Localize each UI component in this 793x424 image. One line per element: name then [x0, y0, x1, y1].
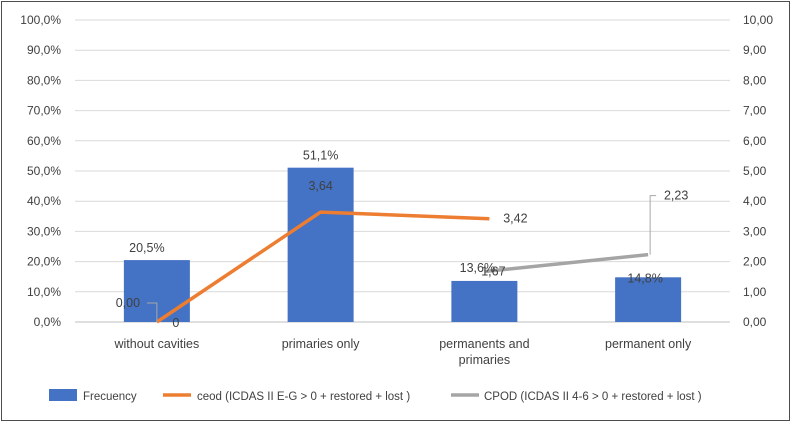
bar-value-label: 13,6% — [460, 261, 495, 275]
bar-series — [123, 167, 682, 322]
category-axis-labels: without cavities primaries only permanents… — [113, 337, 691, 367]
right-tick-label: 9,00 — [743, 43, 767, 57]
left-tick-label: 0,0% — [34, 315, 62, 329]
ceod-line — [155, 210, 490, 324]
cpod-line — [484, 252, 649, 274]
data-labels: 20,5% 51,1% 13,6% 14,8% 0 3,64 3,42 0,00 1,67 2,2… — [116, 149, 689, 330]
left-axis-ticks: 0,0% 10,0% 20,0% 30,0% 40,0% 50,0% 60,0% 70,0% 8… — [20, 13, 61, 329]
bar-value-label: 14,8% — [627, 271, 662, 285]
bar — [287, 167, 354, 322]
line-value-label: 0,00 — [116, 296, 140, 310]
line-value-label: 2,23 — [664, 189, 688, 203]
right-tick-label: 2,00 — [743, 255, 767, 269]
right-tick-label: 5,00 — [743, 164, 767, 178]
right-tick-label: 3,00 — [743, 224, 767, 238]
legend-label-cpod: CPOD (ICDAS II 4-6 > 0 + restored + lost… — [484, 391, 702, 403]
right-tick-label: 1,00 — [743, 285, 767, 299]
category-label: permanent only — [605, 337, 692, 351]
legend-swatch-frecuency — [49, 389, 77, 401]
bar — [451, 280, 518, 322]
bar — [615, 277, 682, 322]
right-tick-label: 4,00 — [743, 194, 767, 208]
left-tick-label: 80,0% — [27, 73, 61, 87]
label-leader-lines — [146, 195, 657, 322]
category-label: primaries — [459, 353, 510, 367]
left-tick-label: 30,0% — [27, 224, 61, 238]
left-tick-label: 60,0% — [27, 134, 61, 148]
legend-label-ceod: ceod (ICDAS II E-G > 0 + restored + lost… — [197, 391, 410, 403]
bar-value-label: 20,5% — [129, 241, 164, 255]
right-tick-label: 10,00 — [743, 13, 773, 27]
left-tick-label: 10,0% — [27, 285, 61, 299]
leader-line-cpod-0 — [146, 302, 158, 322]
line-value-label: 3,64 — [308, 179, 332, 193]
right-tick-label: 8,00 — [743, 73, 767, 87]
leader-line-cpod-3 — [649, 195, 657, 255]
line-series — [155, 210, 649, 324]
category-label: permanents and — [439, 337, 529, 351]
category-label: primaries only — [282, 337, 361, 351]
legend: Frecuency ceod (ICDAS II E-G > 0 + restor… — [49, 389, 702, 403]
line-value-label: 0 — [172, 316, 179, 330]
right-axis-ticks: 0,00 1,00 2,00 3,00 4,00 5,00 6,00 7,00 8,00 9,00… — [743, 13, 773, 329]
right-tick-label: 7,00 — [743, 104, 767, 118]
line-value-label: 3,42 — [503, 212, 527, 226]
category-label: without cavities — [113, 337, 199, 351]
bar-value-label: 51,1% — [303, 149, 338, 163]
left-tick-label: 20,0% — [27, 255, 61, 269]
left-tick-label: 50,0% — [27, 164, 61, 178]
legend-label-frecuency: Frecuency — [83, 391, 137, 403]
line-value-label: 1,67 — [481, 265, 505, 279]
left-tick-label: 100,0% — [20, 13, 61, 27]
left-tick-label: 40,0% — [27, 194, 61, 208]
right-tick-label: 6,00 — [743, 134, 767, 148]
right-tick-label: 0,00 — [743, 315, 767, 329]
left-tick-label: 70,0% — [27, 104, 61, 118]
left-tick-label: 90,0% — [27, 43, 61, 57]
